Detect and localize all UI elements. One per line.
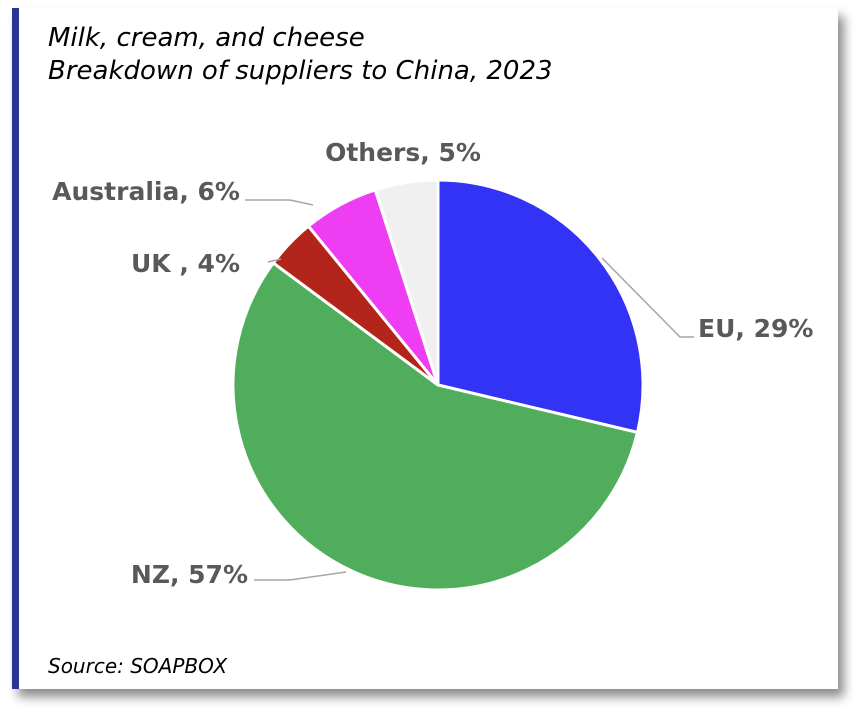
leader-line-eu <box>601 257 694 338</box>
pie-slice-nz <box>231 261 639 592</box>
title-line: Milk, cream, and cheese <box>48 23 365 53</box>
leader-line-uk <box>267 258 282 263</box>
subtitle-line: Breakdown of suppliers to China, 2023 <box>48 56 553 86</box>
data-label-australia: Australia, 6% <box>52 177 240 206</box>
source-note: Source: SOAPBOX <box>48 654 228 678</box>
pie-slice-eu <box>436 178 645 434</box>
data-label-uk: UK , 4% <box>131 249 240 278</box>
chart-title: Milk, cream, and cheese Breakdown of sup… <box>48 22 553 88</box>
leader-line-australia <box>245 199 314 206</box>
data-label-eu: EU, 29% <box>698 314 813 343</box>
accent-bar <box>12 8 19 689</box>
pie-slice-others <box>373 178 440 387</box>
data-label-nz: NZ, 57% <box>131 560 248 589</box>
leader-line-nz <box>254 571 347 581</box>
data-label-others: Others, 5% <box>325 138 481 167</box>
